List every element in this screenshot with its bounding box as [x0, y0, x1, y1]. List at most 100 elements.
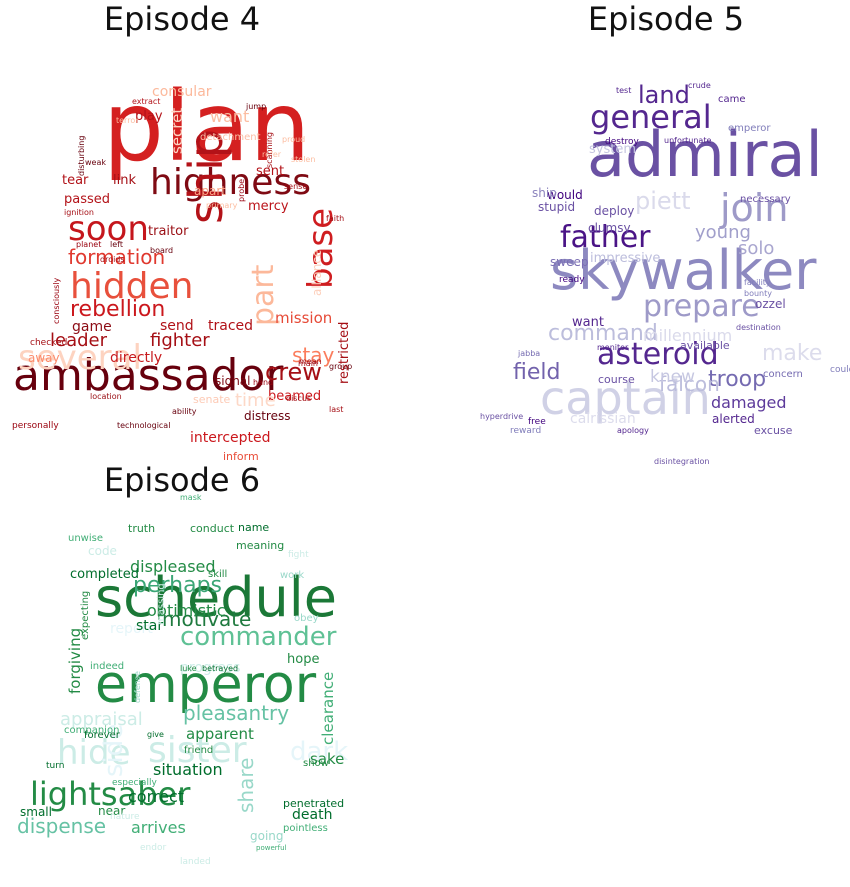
word-base: base	[301, 208, 341, 289]
word-friend: friend	[184, 745, 213, 756]
word-away: away	[28, 351, 60, 365]
word-apology: apology	[617, 426, 649, 435]
word-calrissian: calrissian	[570, 411, 636, 427]
word-clearance: clearance	[319, 672, 337, 745]
word-damaged: damaged	[711, 393, 787, 412]
word-detachment: detachment	[200, 132, 261, 143]
word-hope: hope	[287, 652, 319, 667]
word-apart: apart	[194, 184, 226, 198]
word-land: land	[638, 81, 690, 109]
word-sake: sake	[310, 750, 344, 768]
word-reward: reward	[510, 426, 541, 436]
word-course: course	[598, 373, 635, 386]
word-father: father	[560, 220, 651, 255]
word-luke: luke	[180, 664, 197, 673]
word-formation: formation	[68, 245, 165, 269]
word-weak: weak	[85, 158, 106, 167]
word-system: system	[589, 142, 636, 157]
word-conduct: conduct	[190, 522, 235, 535]
word-ship: ship	[532, 186, 557, 200]
word-primary: primary	[206, 201, 238, 210]
chart-title-episode-6: Episode 6	[103, 461, 261, 499]
word-signal: signal	[215, 374, 251, 388]
word-probe: probe	[237, 179, 246, 202]
word-indeed: indeed	[90, 661, 124, 672]
word-field: field	[513, 360, 560, 385]
word-concern: concern	[763, 369, 803, 380]
word-mission: mission	[275, 309, 332, 327]
word-command: command	[548, 321, 658, 346]
word-join: join	[719, 186, 788, 230]
word-personally: personally	[12, 421, 59, 431]
word-asteroid: asteroid	[597, 337, 719, 372]
word-proud: proud	[282, 135, 305, 144]
word-powerful: powerful	[256, 844, 287, 852]
word-alliance: alliance	[310, 250, 324, 296]
word-disturbing: disturbing	[77, 136, 86, 176]
word-beamed: beamed	[268, 389, 321, 404]
word-game: game	[72, 319, 112, 335]
word-perhaps: perhaps	[133, 573, 222, 598]
word-expecting: expecting	[80, 591, 91, 640]
word-crew: crew	[265, 358, 322, 386]
word-test: test	[616, 86, 631, 95]
word-young: young	[695, 222, 751, 243]
word-refer: refer	[262, 150, 282, 159]
word-disintegration: disintegration	[654, 457, 709, 466]
word-emperor: emperor	[728, 123, 771, 134]
chart-title-episode-4: Episode 4	[103, 0, 261, 38]
word-penetrated: penetrated	[283, 797, 344, 810]
word-highness: highness	[150, 162, 311, 203]
word-side: side	[99, 724, 129, 777]
word-extract: extract	[132, 97, 160, 106]
word-plan: plan	[103, 71, 310, 183]
word-sister: sister	[148, 730, 247, 771]
word-destroy: destroy	[605, 137, 639, 147]
word-piett: piett	[635, 187, 691, 215]
word-free: free	[528, 417, 546, 427]
word-correct: correct	[128, 787, 184, 806]
word-small: small	[20, 805, 52, 819]
word-progress: progress	[180, 660, 240, 676]
word-endor: endor	[140, 843, 166, 853]
word-fighter: fighter	[150, 330, 210, 351]
word-near: near	[98, 804, 125, 818]
word-time: time	[235, 390, 276, 411]
word-location: location	[90, 392, 122, 401]
word-available: available	[680, 339, 730, 352]
word-want: want	[572, 315, 604, 330]
word-facility: facility	[744, 278, 771, 287]
word-work: work	[280, 570, 304, 581]
word-betrayed: betrayed	[202, 664, 238, 673]
word-passed: passed	[64, 192, 110, 207]
word-forgiving: forgiving	[66, 628, 84, 694]
word-give: give	[147, 730, 164, 739]
word-skywalker: skywalker	[550, 239, 817, 302]
word-meaning: meaning	[236, 539, 284, 552]
word-planet: planet	[76, 240, 101, 249]
word-appraisal: appraisal	[60, 709, 143, 730]
word-directly: directly	[110, 350, 162, 366]
word-could: could	[830, 365, 850, 375]
word-discus: discus	[286, 394, 311, 403]
word-schedule: schedule	[95, 566, 337, 629]
word-play: play	[135, 109, 163, 124]
word-show: show	[303, 758, 329, 769]
word-main: main	[298, 359, 318, 368]
word-landed: landed	[180, 857, 211, 867]
word-knew: knew	[650, 367, 695, 387]
word-stay: stay	[292, 343, 335, 367]
word-sweep: sweep	[550, 255, 588, 269]
word-soon: soon	[68, 209, 149, 249]
word-commander: commander	[180, 622, 337, 652]
word-left: left	[110, 240, 123, 249]
word-stupid: stupid	[538, 200, 575, 214]
word-ignition: ignition	[64, 208, 94, 217]
word-prepare: prepare	[643, 289, 760, 324]
word-troop: troop	[708, 367, 766, 392]
word-obey: obey	[294, 613, 319, 624]
word-optimistic: optimistic	[147, 601, 226, 620]
word-defense: defense	[133, 671, 142, 703]
